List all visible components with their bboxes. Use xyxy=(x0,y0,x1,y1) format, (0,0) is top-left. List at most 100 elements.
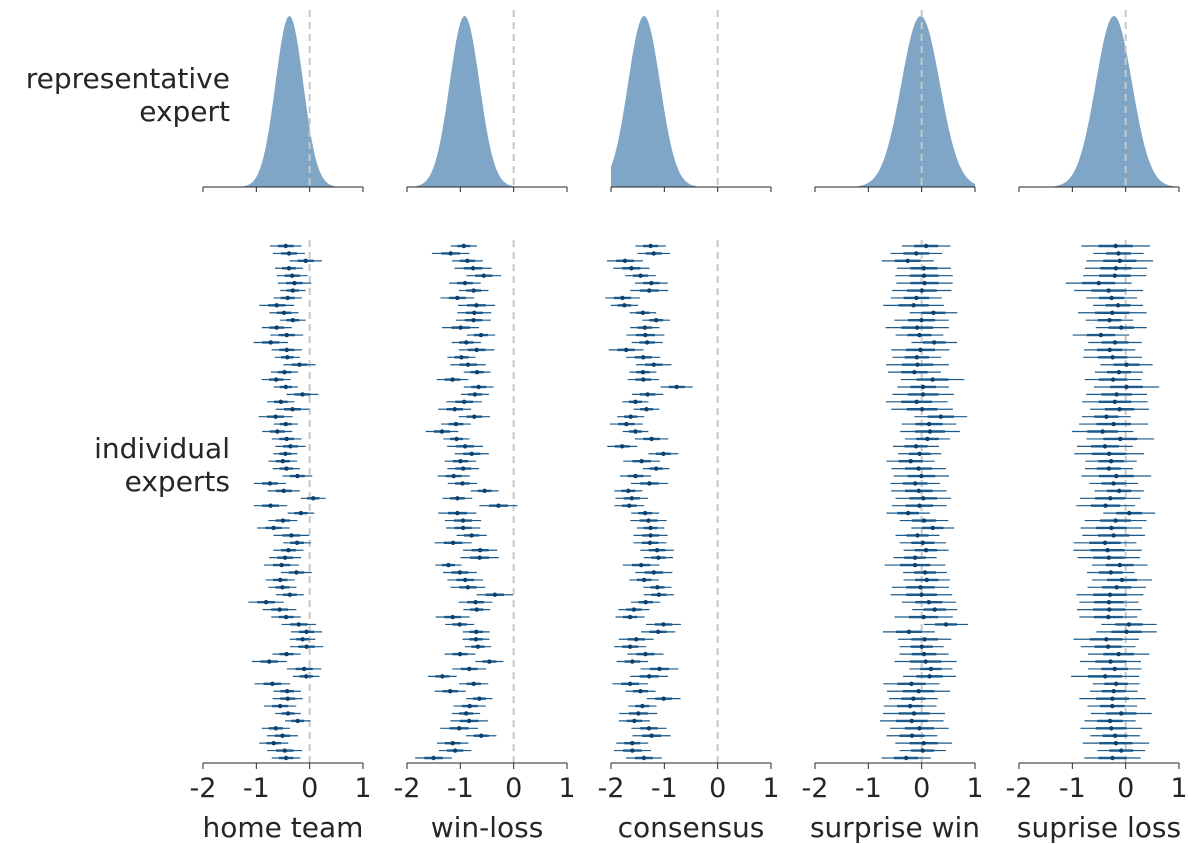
expert-point-4-70 xyxy=(903,755,909,761)
expert-point-2-67 xyxy=(479,733,484,738)
expert-point-5-52 xyxy=(1126,622,1132,627)
expert-point-3-1 xyxy=(648,243,653,249)
expert-point-3-46 xyxy=(641,577,647,583)
expert-point-1-70 xyxy=(283,755,289,761)
expert-point-2-10 xyxy=(472,310,477,315)
expert-point-2-68 xyxy=(450,740,455,746)
expert-point-3-41 xyxy=(647,540,653,546)
expert-point-1-53 xyxy=(304,629,309,635)
expert-point-3-40 xyxy=(648,533,653,538)
expert-point-2-30 xyxy=(458,458,463,464)
expert-point-1-44 xyxy=(279,562,284,568)
expert-point-2-23 xyxy=(452,407,457,412)
expert-point-2-64 xyxy=(463,711,469,716)
density-area-1 xyxy=(244,16,335,187)
expert-point-3-30 xyxy=(639,458,644,464)
expert-point-1-6 xyxy=(292,280,297,286)
expert-point-1-3 xyxy=(303,258,308,264)
expert-point-5-37 xyxy=(1126,510,1132,516)
expert-point-5-1 xyxy=(1113,243,1118,249)
expert-point-1-35 xyxy=(310,496,316,501)
expert-point-2-47 xyxy=(465,585,471,590)
expert-point-5-22 xyxy=(1112,399,1118,405)
expert-point-1-10 xyxy=(281,310,287,315)
expert-point-5-23 xyxy=(1117,407,1122,412)
expert-point-3-50 xyxy=(631,607,637,612)
expert-point-5-39 xyxy=(1109,525,1114,531)
expert-point-5-12 xyxy=(1119,325,1124,330)
expert-point-4-1 xyxy=(923,243,929,249)
expert-point-4-53 xyxy=(906,629,912,635)
expert-point-5-54 xyxy=(1104,637,1109,642)
tick-label-2-1: 1 xyxy=(558,773,575,804)
expert-point-3-62 xyxy=(661,696,666,701)
expert-point-1-2 xyxy=(286,251,292,256)
expert-point-5-49 xyxy=(1106,599,1112,605)
expert-point-4-63 xyxy=(907,703,913,709)
expert-point-4-38 xyxy=(921,518,927,523)
expert-point-1-12 xyxy=(274,325,279,330)
expert-point-2-48 xyxy=(492,592,498,597)
expert-point-5-43 xyxy=(1106,555,1112,560)
expert-point-5-32 xyxy=(1114,473,1119,479)
expert-point-3-36 xyxy=(627,503,632,508)
expert-point-4-10 xyxy=(931,310,936,315)
expert-point-3-49 xyxy=(643,599,648,605)
expert-point-4-51 xyxy=(921,614,926,620)
expert-point-3-19 xyxy=(641,377,646,382)
expert-point-5-47 xyxy=(1114,585,1119,590)
expert-point-5-60 xyxy=(1113,681,1119,686)
expert-point-1-57 xyxy=(267,659,272,664)
expert-point-3-70 xyxy=(641,755,647,761)
expert-point-2-60 xyxy=(471,681,476,686)
expert-point-5-64 xyxy=(1119,711,1124,716)
expert-point-2-50 xyxy=(474,607,479,612)
expert-point-2-43 xyxy=(477,555,482,560)
tick-label-2--1: -1 xyxy=(447,773,474,804)
expert-point-5-16 xyxy=(1110,355,1115,360)
expert-point-4-7 xyxy=(919,288,925,293)
expert-point-2-40 xyxy=(469,533,474,538)
expert-point-2-27 xyxy=(454,436,459,442)
expert-point-2-36 xyxy=(496,503,501,508)
expert-point-3-59 xyxy=(646,674,652,679)
expert-point-3-64 xyxy=(636,711,641,716)
expert-point-1-15 xyxy=(284,347,289,353)
expert-point-3-8 xyxy=(620,295,625,301)
expert-point-3-39 xyxy=(648,525,653,531)
expert-point-3-52 xyxy=(661,622,666,627)
expert-point-5-17 xyxy=(1124,362,1129,367)
expert-point-5-40 xyxy=(1111,533,1116,538)
expert-point-1-8 xyxy=(285,295,290,301)
expert-point-3-63 xyxy=(640,703,645,709)
expert-point-1-24 xyxy=(273,414,278,419)
expert-point-5-48 xyxy=(1107,592,1113,597)
expert-point-5-30 xyxy=(1108,458,1114,464)
expert-point-2-33 xyxy=(460,481,465,486)
expert-point-1-69 xyxy=(282,748,287,753)
expert-point-4-13 xyxy=(917,332,922,338)
expert-point-1-17 xyxy=(297,362,302,367)
density-area-4 xyxy=(857,16,975,187)
expert-point-1-13 xyxy=(284,332,289,338)
expert-point-2-55 xyxy=(475,644,481,649)
expert-point-3-44 xyxy=(638,562,644,568)
expert-point-5-66 xyxy=(1109,726,1114,731)
expert-point-3-18 xyxy=(640,369,646,375)
expert-point-3-22 xyxy=(633,399,638,405)
expert-point-4-67 xyxy=(909,733,915,738)
expert-point-4-41 xyxy=(920,540,926,546)
expert-point-5-24 xyxy=(1104,414,1109,419)
tick-label-5--1: -1 xyxy=(1059,773,1086,804)
expert-point-3-60 xyxy=(627,681,633,686)
expert-point-1-28 xyxy=(288,444,293,449)
expert-point-4-68 xyxy=(921,740,926,746)
expert-point-5-70 xyxy=(1110,755,1115,761)
expert-point-3-23 xyxy=(644,407,649,412)
expert-point-3-61 xyxy=(638,689,643,694)
expert-point-4-34 xyxy=(916,488,921,494)
expert-point-1-62 xyxy=(285,696,290,701)
tick-label-1-1: 1 xyxy=(354,773,371,804)
expert-point-3-26 xyxy=(633,429,638,434)
